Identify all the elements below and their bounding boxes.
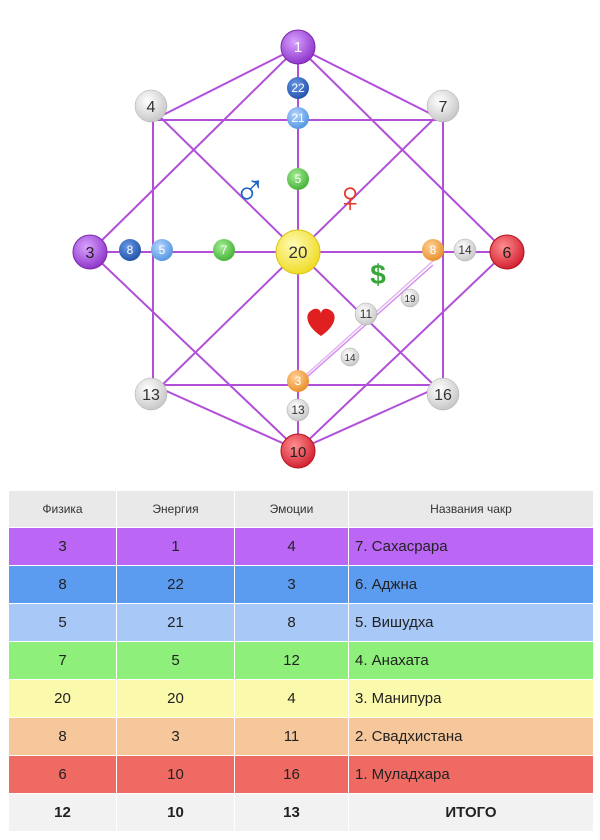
- node-top: 1: [280, 29, 316, 65]
- male-symbol: ♂: [234, 166, 267, 215]
- header-emotsii: Эмоции: [234, 490, 349, 528]
- cell-emotsii: 4: [234, 527, 349, 566]
- node-left: 3: [72, 234, 108, 270]
- node-love-14: 14: [340, 347, 360, 367]
- cell-energiya: 21: [116, 603, 235, 642]
- cell-fizika: 5: [8, 603, 117, 642]
- node-money-11: 11: [354, 302, 378, 326]
- node-left-5: 5: [151, 239, 173, 261]
- total-energiya: 10: [116, 793, 235, 832]
- cell-fizika: 7: [8, 641, 117, 680]
- cell-chakra-name: 4. Анахата: [348, 641, 594, 680]
- node-right: 6: [489, 234, 525, 270]
- node-right-14: 14: [453, 238, 477, 262]
- svg-text:7: 7: [221, 243, 228, 257]
- cell-energiya: 10: [116, 755, 235, 794]
- node-bottom-13: 13: [286, 398, 310, 422]
- cell-chakra-name: 5. Вишудха: [348, 603, 594, 642]
- node-center: 20: [275, 229, 321, 275]
- cell-fizika: 8: [8, 717, 117, 756]
- node-left-7: 7: [213, 239, 235, 261]
- cell-energiya: 20: [116, 679, 235, 718]
- cell-energiya: 3: [116, 717, 235, 756]
- node-top-21: 21: [287, 107, 309, 129]
- svg-text:22: 22: [291, 81, 305, 95]
- svg-text:14: 14: [344, 353, 356, 364]
- cell-emotsii: 16: [234, 755, 349, 794]
- svg-text:16: 16: [434, 387, 452, 404]
- matrix-diagram: ♂ ♀ $ 1 22 21 5 20 3 8 5 7 6: [72, 29, 525, 469]
- node-right-8: 8: [422, 239, 444, 261]
- svg-text:10: 10: [290, 444, 307, 461]
- svg-text:5: 5: [295, 172, 302, 186]
- table-row: 5 21 8 5. Вишудха: [8, 603, 594, 642]
- table-total-row: 12 10 13 ИТОГО: [8, 793, 594, 832]
- table-row: 8 22 3 6. Аджна: [8, 565, 594, 604]
- svg-text:3: 3: [295, 374, 302, 388]
- node-top-22: 22: [287, 77, 309, 99]
- svg-text:13: 13: [142, 387, 160, 404]
- table-row: 7 5 12 4. Анахата: [8, 641, 594, 680]
- node-corner-bl: 13: [134, 377, 168, 411]
- cell-emotsii: 4: [234, 679, 349, 718]
- female-symbol: ♀: [334, 173, 367, 222]
- cell-chakra-name: 1. Муладхара: [348, 755, 594, 794]
- svg-text:20: 20: [289, 243, 308, 262]
- total-emotsii: 13: [234, 793, 349, 832]
- table-row: 6 10 16 1. Муладхара: [8, 755, 594, 794]
- svg-text:14: 14: [458, 243, 472, 257]
- svg-text:8: 8: [127, 243, 134, 257]
- node-bottom: 10: [280, 433, 316, 469]
- svg-text:8: 8: [430, 243, 437, 257]
- svg-text:6: 6: [503, 245, 512, 262]
- svg-text:11: 11: [360, 307, 373, 321]
- dollar-icon: $: [370, 259, 386, 290]
- total-fizika: 12: [8, 793, 117, 832]
- node-left-8: 8: [119, 239, 141, 261]
- table-header-row: Физика Энергия Эмоции Названия чакр: [8, 490, 594, 528]
- table-row: 8 3 11 2. Свадхистана: [8, 717, 594, 756]
- header-energiya: Энергия: [116, 490, 235, 528]
- cell-emotsii: 11: [234, 717, 349, 756]
- cell-chakra-name: 3. Манипура: [348, 679, 594, 718]
- cell-chakra-name: 7. Сахасрара: [348, 527, 594, 566]
- svg-text:5: 5: [159, 243, 166, 257]
- cell-fizika: 3: [8, 527, 117, 566]
- cell-chakra-name: 6. Аджна: [348, 565, 594, 604]
- cell-energiya: 22: [116, 565, 235, 604]
- svg-text:3: 3: [86, 245, 95, 262]
- cell-fizika: 6: [8, 755, 117, 794]
- node-top-5: 5: [287, 168, 309, 190]
- node-corner-br: 16: [426, 377, 460, 411]
- cell-emotsii: 3: [234, 565, 349, 604]
- svg-text:21: 21: [291, 111, 305, 125]
- cell-emotsii: 8: [234, 603, 349, 642]
- table-row: 20 20 4 3. Манипура: [8, 679, 594, 718]
- svg-text:19: 19: [404, 294, 416, 305]
- svg-text:4: 4: [147, 99, 156, 116]
- node-corner-tr: 7: [426, 89, 460, 123]
- chakra-table: Физика Энергия Эмоции Названия чакр 3 1 …: [8, 490, 594, 832]
- cell-energiya: 1: [116, 527, 235, 566]
- total-label: ИТОГО: [348, 793, 594, 832]
- cell-emotsii: 12: [234, 641, 349, 680]
- cell-fizika: 20: [8, 679, 117, 718]
- svg-text:13: 13: [291, 403, 305, 417]
- table-row: 3 1 4 7. Сахасрара: [8, 527, 594, 566]
- node-money-19: 19: [400, 288, 420, 308]
- heart-icon: [307, 308, 335, 336]
- cell-chakra-name: 2. Свадхистана: [348, 717, 594, 756]
- cell-energiya: 5: [116, 641, 235, 680]
- node-bottom-3: 3: [287, 370, 309, 392]
- svg-text:7: 7: [439, 99, 448, 116]
- svg-text:1: 1: [294, 39, 302, 56]
- node-corner-tl: 4: [134, 89, 168, 123]
- header-fizika: Физика: [8, 490, 117, 528]
- header-nazvaniya-chakr: Названия чакр: [348, 490, 594, 528]
- cell-fizika: 8: [8, 565, 117, 604]
